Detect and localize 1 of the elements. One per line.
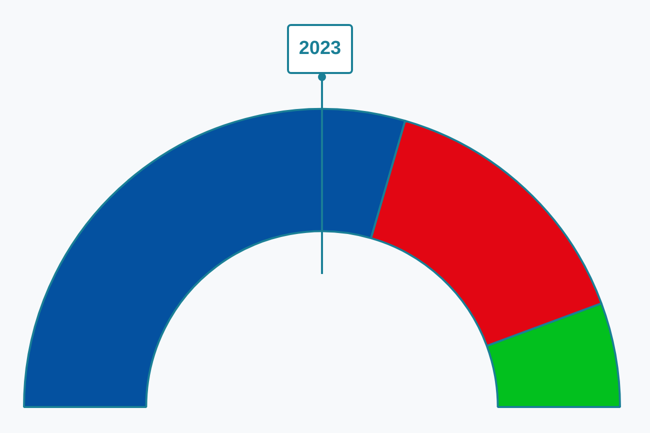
chart-title: 2023 — [287, 24, 353, 74]
